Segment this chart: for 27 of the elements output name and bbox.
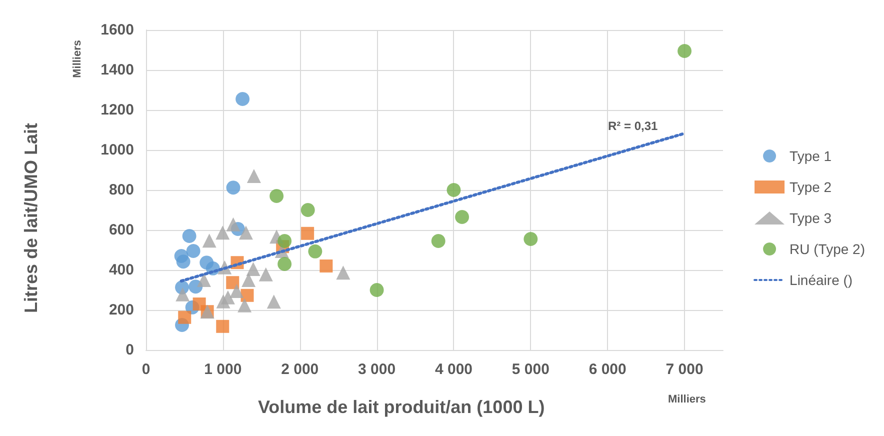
y-axis-title: Litres de lait/UMO Lait bbox=[21, 122, 41, 314]
x-axis-title: Volume de lait produit/an (1000 L) bbox=[258, 397, 545, 417]
y-tick-label: 1000 bbox=[100, 142, 134, 158]
x-tick-label: 1 000 bbox=[204, 361, 242, 378]
y-tick-label: 400 bbox=[108, 262, 134, 278]
x-tick-label: 7 000 bbox=[666, 361, 704, 378]
x-tick-label: 6 000 bbox=[588, 361, 626, 378]
legend-label: Linéaire () bbox=[790, 272, 853, 288]
x-tick-label: 0 bbox=[142, 361, 150, 378]
text: Milliers bbox=[72, 40, 84, 78]
legend-label: Type 1 bbox=[790, 148, 832, 164]
legend-label: Type 2 bbox=[790, 179, 832, 195]
y-tick-label: 1600 bbox=[100, 22, 134, 38]
x-tick-label: 4 000 bbox=[434, 361, 473, 378]
y-tick-label: 800 bbox=[108, 182, 134, 198]
annotation: R² = 0,31 bbox=[608, 119, 658, 133]
x-tick-label: 5 000 bbox=[512, 361, 550, 378]
x-tick-label: 3 000 bbox=[358, 361, 396, 378]
y-tick-label: 1200 bbox=[100, 102, 134, 118]
y-tick-label: 0 bbox=[126, 342, 134, 358]
legend-label: RU (Type 2) bbox=[790, 241, 866, 257]
x-tick-label: 2 000 bbox=[281, 361, 319, 378]
text: Milliers bbox=[668, 394, 706, 406]
y-tick-label: 200 bbox=[108, 302, 134, 318]
y-tick-label: 1400 bbox=[100, 62, 134, 78]
legend-label: Type 3 bbox=[790, 210, 832, 226]
y-tick-label: 600 bbox=[108, 222, 134, 238]
